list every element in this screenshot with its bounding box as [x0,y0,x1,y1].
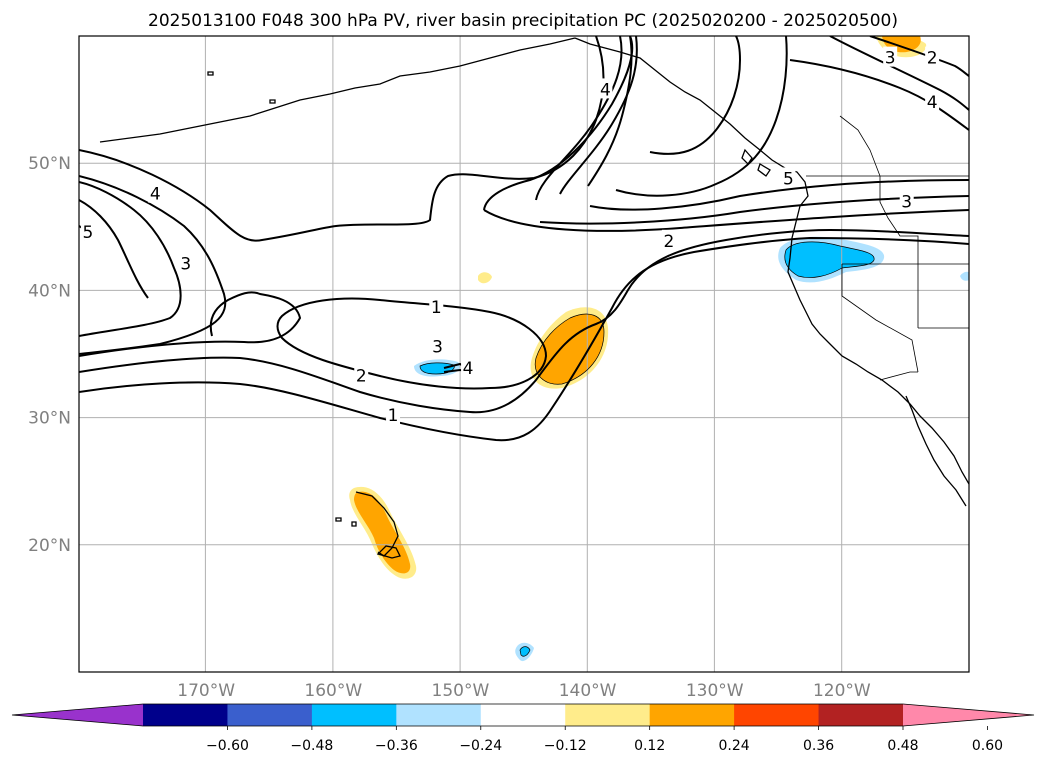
contour-label-background [178,252,193,273]
colorbar-segment [818,704,904,726]
pv-contour-label: 3 [885,49,896,69]
contour-label-background [925,91,940,112]
pv-contour-label: 1 [431,298,442,318]
contour-label-background [661,229,676,250]
pv-contour-label: 5 [82,223,93,243]
lat-tick-label: 20°N [28,536,71,556]
colorbar-extend-low [12,704,143,726]
pv-contour-label: 2 [664,232,675,252]
contour-label-background [430,335,445,356]
figure-title: 2025013100 F048 300 hPa PV, river basin … [148,11,898,31]
lon-tick-label: 150°W [432,681,490,701]
gridlines [79,36,969,672]
contour-label-background [925,46,940,67]
colorbar-extend-high [903,704,1034,726]
latitude-labels: 20°N 30°N 40°N 50°N [28,154,71,556]
lon-tick-label: 130°W [686,681,744,701]
lon-tick-label: 170°W [177,681,235,701]
lon-tick-label: 120°W [813,681,871,701]
pv-contour-label: 2 [356,367,367,387]
colorbar-tick-label: 0.36 [803,738,834,754]
lat-tick-label: 30°N [28,409,71,429]
colorbar-tick-label: −0.48 [290,738,333,754]
pv-contour-label: 4 [150,185,161,205]
colorbar-segment [565,704,651,726]
lat-tick-label: 50°N [28,154,71,174]
political-borders [806,115,969,381]
coastlines [99,37,969,559]
colorbar-segment [227,704,313,726]
lat-tick-label: 40°N [28,281,71,301]
colorbar-segment [396,704,482,726]
pv-contour-label: 3 [901,192,912,212]
colorbar-segment [480,704,566,726]
contour-label-background [354,364,369,385]
lon-tick-label: 140°W [559,681,617,701]
colorbar-segment [734,704,820,726]
longitude-labels: 170°W 160°W 150°W 140°W 130°W 120°W [177,681,871,701]
pv-contour-label: 2 [927,49,938,69]
pv-contour-label: 3 [180,255,191,275]
pv-contour-label: 4 [463,359,474,379]
pv-contour-label: 4 [600,80,611,100]
contour-label-background [429,295,444,316]
pv-contour-label: 5 [783,169,794,189]
contour-label-background [781,167,796,188]
contour-label-background [598,78,613,99]
colorbar-segment [649,704,735,726]
contour-label-background [883,46,898,67]
colorbar-segment [143,704,228,726]
pv-contours [79,36,969,442]
precip-contour-outlines [419,241,875,657]
colorbar-tick-label: 0.24 [719,738,750,754]
colorbar: −0.60 −0.48 −0.36 −0.24 −0.12 0.12 0.24 0.36 0.4… [11,703,1035,754]
contour-label-background [80,220,95,241]
pv-contour-label: 3 [432,337,443,357]
colorbar-tick-label: −0.12 [544,738,587,754]
contour-label-background [148,182,163,203]
colorbar-tick-label: −0.60 [206,738,249,754]
contour-label-background [386,404,401,425]
pv-contour-label: 4 [927,93,938,113]
colorbar-tick-label: −0.24 [459,738,502,754]
colorbar-tick-label: 0.48 [887,738,918,754]
colorbar-tick-label: 0.12 [634,738,665,754]
colorbar-segment [311,704,397,726]
map-frame [78,35,970,673]
pv-contour-label: 1 [388,406,399,426]
colorbar-outline [11,703,1035,727]
lon-tick-label: 160°W [304,681,362,701]
colorbar-tick-label: 0.60 [972,738,1003,754]
colorbar-tick-label: −0.36 [375,738,418,754]
contour-label-background [899,190,914,211]
contour-label-background [461,356,476,377]
